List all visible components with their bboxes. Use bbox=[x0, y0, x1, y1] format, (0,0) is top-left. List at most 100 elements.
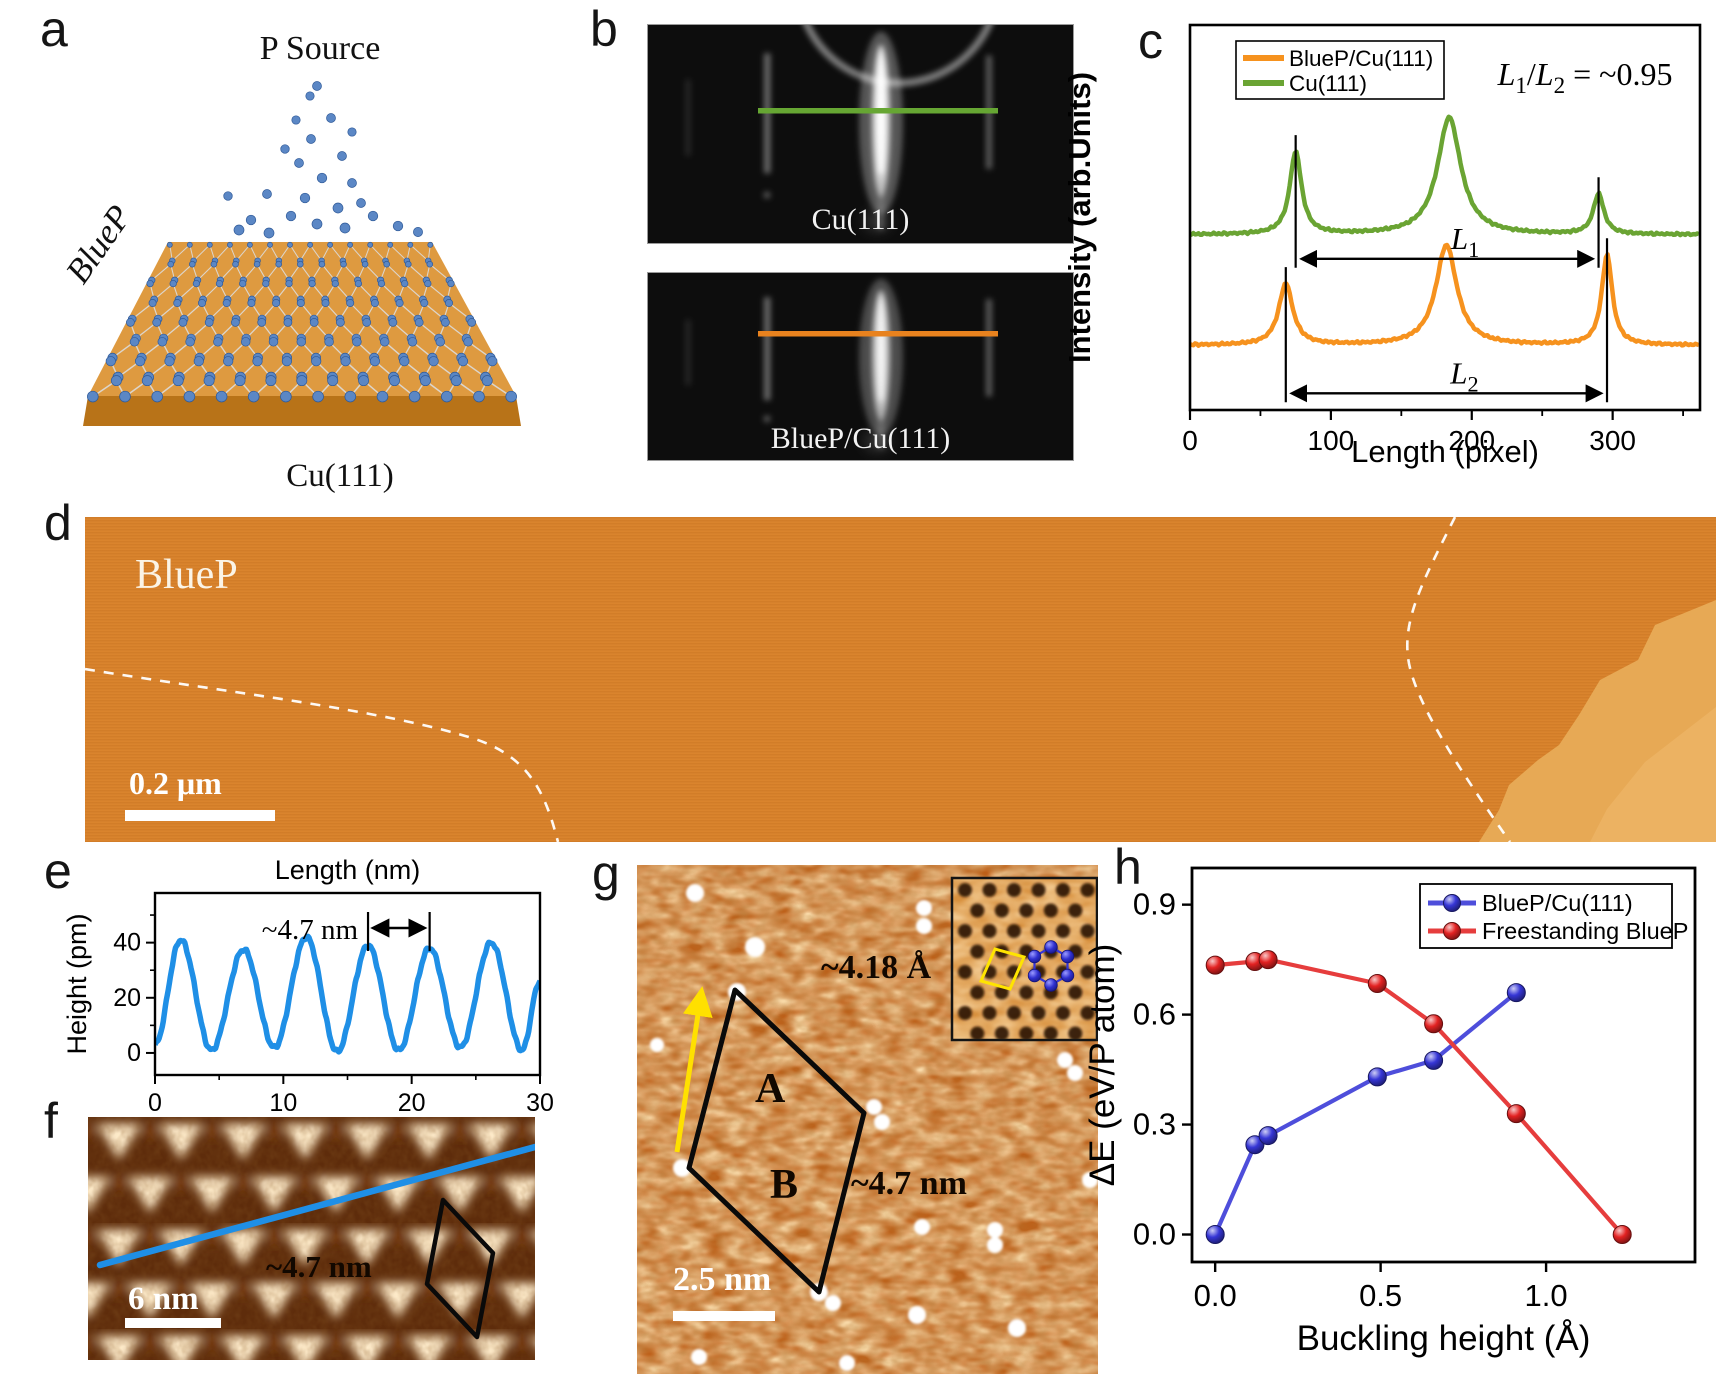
domain-boundary-right bbox=[1406, 517, 1512, 842]
x-tick-label: 30 bbox=[526, 1089, 554, 1117]
x-tick-label: 100 bbox=[1308, 425, 1355, 456]
y-tick-label: 40 bbox=[113, 929, 141, 957]
data-point bbox=[1424, 1014, 1444, 1034]
panel-c-letter: c bbox=[1138, 13, 1163, 69]
y-tick-label: 0.3 bbox=[1133, 1107, 1176, 1142]
y-tick-label: 20 bbox=[113, 984, 141, 1012]
upper-terrace-bright-corner bbox=[1590, 707, 1716, 842]
panel-a-letter: a bbox=[40, 1, 68, 57]
panel-f-letter: f bbox=[44, 1093, 58, 1149]
x-axis-label: Length (pixel) bbox=[1351, 434, 1539, 469]
legend-box bbox=[1419, 883, 1673, 949]
lattice-constant-annotation: ~4.18 Å bbox=[821, 949, 932, 986]
ratio-annotation: L1​/L2​ = ~0.95 bbox=[1497, 56, 1673, 98]
data-point bbox=[1367, 1067, 1387, 1087]
profile-cut-line bbox=[758, 108, 998, 114]
moire-supercell bbox=[686, 987, 867, 1295]
x-axis-label: Buckling height (Å) bbox=[1297, 1319, 1591, 1358]
plot-frame bbox=[1190, 866, 1697, 1264]
data-point bbox=[1205, 955, 1225, 975]
unit-cell-rhombus-icon bbox=[978, 947, 1027, 991]
x-tick-label: 10 bbox=[269, 1089, 297, 1117]
data-point bbox=[1424, 1050, 1444, 1070]
moire-unit-cell bbox=[424, 1197, 496, 1340]
rheed-caption-cu111: Cu(111) bbox=[811, 203, 910, 236]
bluep-region-label: BlueP bbox=[135, 552, 238, 598]
profile-curve-BlueP/Cu(111) bbox=[1190, 242, 1700, 348]
profile-cut-line bbox=[758, 331, 998, 337]
bluep-honeycomb-lattice bbox=[87, 241, 517, 403]
y-axis-label: Intensity (arb.Units) bbox=[1062, 72, 1097, 363]
y-tick-label: 0.0 bbox=[1133, 1217, 1176, 1252]
rheed-image-bluep-cu111: BlueP/Cu(111) bbox=[648, 273, 1073, 460]
lattice-dark-holes bbox=[958, 883, 1095, 1040]
data-point bbox=[1205, 1225, 1225, 1244]
legend-label: BlueP/Cu(111) bbox=[1482, 890, 1633, 916]
period-annotation: ~4.7 nm bbox=[262, 914, 359, 946]
x-tick-label: 1.0 bbox=[1525, 1278, 1568, 1313]
rheed-caption-bluep-cu111: BlueP/Cu(111) bbox=[770, 422, 951, 455]
scalebar-d bbox=[125, 810, 275, 821]
adatom-dots bbox=[650, 884, 1098, 1371]
falling-p-atoms bbox=[223, 81, 423, 239]
moire-stm-image: ~4.7 nm 6 nm bbox=[88, 1117, 535, 1360]
legend-label: Cu(111) bbox=[1289, 71, 1367, 96]
data-point bbox=[1367, 974, 1387, 993]
y-tick-label: 0.6 bbox=[1133, 997, 1176, 1032]
span-label: L1​ bbox=[1450, 221, 1479, 262]
p-source-label: P Source bbox=[259, 30, 381, 67]
span-label: L2​ bbox=[1449, 355, 1478, 396]
series-line-BlueP/Cu(111) bbox=[1213, 990, 1518, 1236]
scalebar-label-f: 6 nm bbox=[128, 1281, 199, 1317]
x-tick-label: 0 bbox=[1182, 425, 1198, 456]
panel-h-letter: h bbox=[1114, 839, 1142, 895]
stm-overlay-drawing bbox=[85, 517, 1716, 842]
data-point bbox=[1245, 1135, 1265, 1155]
panel-g-letter: g bbox=[592, 845, 620, 901]
growth-schematic-drawing bbox=[83, 81, 521, 426]
atomic-resolution-inset bbox=[950, 876, 1098, 1042]
atomic-stm-drawing bbox=[637, 865, 1098, 1374]
large-stm-image: BlueP 0.2 μm bbox=[85, 517, 1716, 842]
profile-curve-Cu(111) bbox=[1190, 114, 1700, 238]
leed-profile-chart: L1​ L2​ 0 100 200 300 BlueP/Cu(111) Cu(11… bbox=[1062, 23, 1702, 469]
legend-label: BlueP/Cu(111) bbox=[1289, 46, 1433, 71]
y-tick-label: 0 bbox=[127, 1039, 141, 1067]
data-point bbox=[1258, 1126, 1278, 1146]
series-line-Freestanding BlueP bbox=[1215, 957, 1624, 1236]
moire-period-annotation-g: ~4.7 nm bbox=[851, 1165, 967, 1202]
top-axis-label: Length (nm) bbox=[275, 855, 421, 885]
height-profile-curve bbox=[155, 933, 540, 1055]
domain-a-label: A bbox=[755, 1066, 786, 1112]
rheed-pattern-cu111 bbox=[648, 25, 1073, 243]
cu111-substrate-label: Cu(111) bbox=[286, 458, 394, 494]
domain-b-label: B bbox=[770, 1162, 799, 1208]
legend-label: Freestanding BlueP bbox=[1482, 918, 1688, 944]
rheed-streaks bbox=[685, 278, 992, 452]
atomic-stm-image: A B ~4.7 nm ~4.18 Å 2.5 nm bbox=[637, 865, 1098, 1374]
panel-a-growth-schematic: P Source BlueP Cu(111) bbox=[0, 0, 560, 500]
scalebar-label-g: 2.5 nm bbox=[673, 1261, 772, 1298]
rheed-image-cu111: Cu(111) bbox=[648, 25, 1073, 243]
plot-frame bbox=[1188, 23, 1702, 412]
domain-boundary-left bbox=[85, 667, 560, 842]
moire-period-annotation-f: ~4.7 nm bbox=[266, 1249, 372, 1284]
x-tick-label: 0 bbox=[148, 1089, 162, 1117]
scalebar-f bbox=[125, 1318, 221, 1328]
y-axis-label: Height (pm) bbox=[62, 913, 92, 1054]
scalebar-label-d: 0.2 μm bbox=[129, 765, 222, 801]
legend-box bbox=[1235, 40, 1445, 100]
y-tick-label: 0.9 bbox=[1133, 887, 1176, 922]
line-profile-path bbox=[96, 1143, 535, 1269]
x-tick-label: 200 bbox=[1448, 425, 1495, 456]
data-point bbox=[1506, 1104, 1526, 1124]
data-point bbox=[1258, 950, 1278, 970]
y-axis-label: ΔE (eV/P atom) bbox=[1083, 944, 1122, 1187]
panel-e-letter: e bbox=[44, 843, 72, 899]
rheed-pattern-bluep-cu111 bbox=[648, 273, 1073, 460]
height-profile-chart: ~4.7 nm 0 10 20 30 0 20 40 Length (nm) Hei… bbox=[62, 855, 554, 1117]
panel-b-letter: b bbox=[590, 1, 618, 57]
data-point bbox=[1506, 983, 1526, 1003]
p-hexagon-model bbox=[1027, 940, 1075, 992]
